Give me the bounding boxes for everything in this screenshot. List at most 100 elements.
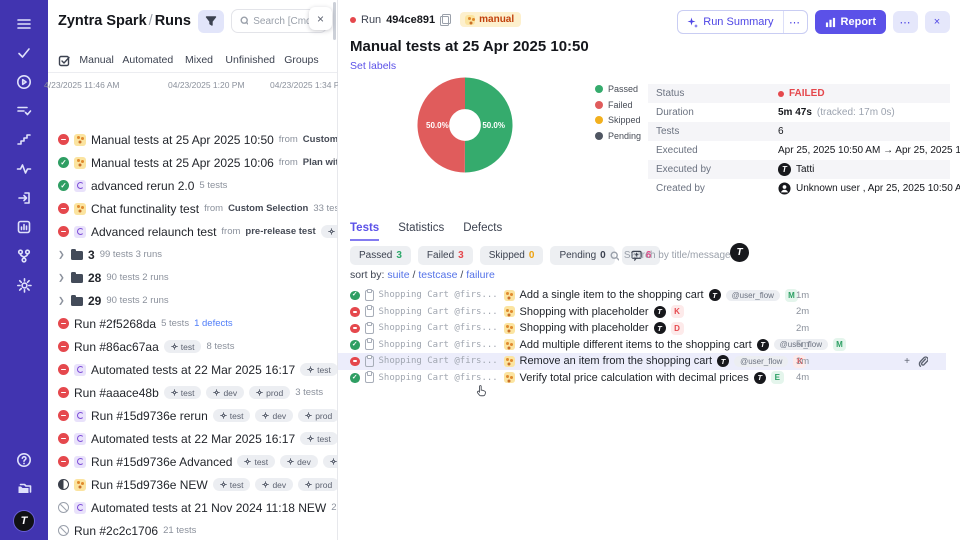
tab-tests[interactable]: Tests — [350, 222, 380, 241]
run-group-row[interactable]: ❯ 3 99 tests 3 runs — [58, 247, 162, 262]
run-row[interactable]: Automated tests at 21 Nov 2024 11:18 NEW… — [48, 496, 337, 519]
run-row[interactable]: Manual tests at 25 Apr 2025 10:06 fromPl… — [48, 151, 337, 174]
test-row[interactable]: Shopping Cart @firs... Shopping with pla… — [338, 320, 946, 337]
test-row[interactable]: Shopping Cart @firs... Shopping with pla… — [338, 304, 946, 321]
env-badge: test — [212, 478, 251, 491]
run-row[interactable]: Automated tests at 22 Mar 2025 16:17 tes… — [48, 427, 337, 450]
user-avatar[interactable]: T — [13, 510, 35, 532]
run-summary-button[interactable]: Run Summary — [678, 16, 782, 28]
failed-status-icon — [58, 226, 69, 237]
folder-icon — [71, 249, 83, 260]
runs-play-icon[interactable] — [10, 68, 38, 96]
chip-failed[interactable]: Failed 3 — [417, 246, 473, 265]
tab-automated[interactable]: Automated — [122, 54, 174, 66]
tab-defects[interactable]: Defects — [463, 222, 503, 234]
assignee-filter-avatar[interactable]: T — [730, 243, 749, 262]
test-cases-icon[interactable] — [10, 97, 38, 125]
testcase-icon — [364, 288, 374, 301]
sort-failure-link[interactable]: failure — [466, 269, 495, 281]
activity-icon[interactable] — [10, 155, 38, 183]
run-group-row[interactable]: ❯ 28 90 tests 2 runs — [58, 270, 169, 285]
timeline-tick: 04/23/2025 1:34 PM — [270, 80, 347, 90]
close-search-button[interactable]: × — [309, 7, 332, 30]
chevron-right-icon[interactable]: ❯ — [58, 250, 65, 259]
scrollbar-thumb[interactable] — [333, 2, 336, 40]
run-row[interactable]: Run #15d9736e Advanced test dev prod 4 t… — [48, 450, 337, 473]
run-row[interactable]: Run #15d9736e NEW test dev prod 5/5 test… — [48, 473, 337, 496]
failed-status-icon — [58, 387, 69, 398]
tests-search[interactable] — [610, 246, 730, 265]
test-row[interactable]: Shopping Cart @firs... Add multiple diff… — [338, 337, 946, 354]
tab-unfinished[interactable]: Unfinished — [225, 54, 276, 66]
person-icon — [778, 182, 791, 195]
add-result-button[interactable]: + — [904, 355, 910, 367]
defects-link[interactable]: 1 defects — [194, 318, 233, 329]
chevron-right-icon[interactable]: ❯ — [58, 296, 65, 305]
env-badge: test — [237, 455, 276, 468]
more-options-button[interactable]: ⋯ — [893, 11, 918, 33]
tab-statistics[interactable]: Statistics — [398, 222, 445, 234]
executed-row: Executed Apr 25, 2025 10:50 AM → Apr 25,… — [656, 145, 960, 156]
run-row[interactable]: Run #86ac67aa test 8 tests — [48, 335, 337, 358]
run-row[interactable]: Manual tests at 25 Apr 2025 10:50 from Cu… — [48, 128, 337, 151]
sort-suite-link[interactable]: suite — [387, 269, 410, 281]
analytics-icon[interactable] — [10, 213, 38, 241]
chevron-right-icon[interactable]: ❯ — [58, 273, 65, 282]
tab-manual[interactable]: Manual — [79, 54, 114, 66]
branches-icon[interactable] — [10, 242, 38, 270]
run-row[interactable]: Run #2f5268da 5 tests 1 defects — [48, 312, 337, 335]
run-summary-more-button[interactable]: ⋯ — [782, 11, 807, 33]
attachment-icon[interactable] — [918, 356, 928, 367]
donut-label-failed: 50.0% — [426, 121, 449, 130]
run-id-bar: Run 494ce891 manual — [350, 12, 522, 27]
chip-passed[interactable]: Passed 3 — [350, 246, 411, 265]
timeline-tick: 04/23/2025 1:20 PM — [168, 80, 245, 90]
run-row[interactable]: Chat functinality test from Custom Select… — [48, 197, 337, 220]
test-row[interactable]: Shopping Cart @firs... Verify total pric… — [338, 370, 946, 387]
menu-icon[interactable] — [10, 10, 38, 38]
runs-search-input[interactable] — [253, 15, 318, 27]
projects-folder-icon[interactable] — [10, 475, 38, 503]
sort-testcase-link[interactable]: testcase — [418, 269, 458, 281]
help-icon[interactable] — [10, 446, 38, 474]
tasks-check-icon[interactable] — [10, 39, 38, 67]
run-row[interactable]: advanced rerun 2.0 5 tests — [48, 174, 337, 197]
close-panel-button[interactable]: × — [925, 11, 950, 33]
run-row[interactable]: Run #aaace48b test dev prod 3 tests — [48, 381, 337, 404]
sign-in-icon[interactable] — [10, 184, 38, 212]
automation-icon — [74, 179, 86, 192]
report-button[interactable]: Report — [814, 10, 886, 34]
run-row[interactable]: Automated tests at 22 Mar 2025 16:17 tes… — [48, 358, 337, 381]
tab-groups[interactable]: Groups — [284, 54, 319, 66]
milestones-icon[interactable] — [10, 126, 38, 154]
test-row-selected[interactable]: Shopping Cart @firs... Remove an item fr… — [338, 353, 946, 370]
breadcrumb-project[interactable]: Zyntra Spark — [58, 13, 147, 29]
filter-button[interactable] — [197, 9, 224, 33]
chip-pending[interactable]: Pending 0 — [550, 246, 615, 265]
failed-status-icon — [58, 433, 69, 444]
tag-user-flow: @user_flow — [773, 339, 829, 351]
settings-gear-icon[interactable] — [10, 271, 38, 299]
copy-icon[interactable] — [440, 13, 452, 26]
test-row[interactable]: Shopping Cart @firs... Add a single item… — [338, 287, 946, 304]
chart-legend: Passed Failed Skipped Pending — [595, 84, 641, 141]
tests-search-input[interactable] — [623, 250, 730, 261]
emoji-icon — [503, 372, 515, 384]
run-row[interactable]: Run #15d9736e rerun test dev prod 5 test… — [48, 404, 337, 427]
avatar: T — [708, 289, 721, 302]
automation-icon — [74, 432, 86, 445]
chip-skipped[interactable]: Skipped 0 — [479, 246, 544, 265]
run-row[interactable]: Advanced relaunch test from pre-release t… — [48, 220, 337, 243]
search-icon — [610, 250, 619, 261]
env-badge: test — [320, 225, 337, 238]
assignee-badge: E — [770, 371, 784, 385]
run-group-row[interactable]: ❯ 29 90 tests 2 runs — [58, 293, 169, 308]
set-labels-link[interactable]: Set labels — [350, 60, 397, 72]
select-all-icon[interactable] — [58, 54, 71, 67]
sort-bar: sort by: suite / testcase / failure — [350, 269, 495, 281]
automation-icon — [74, 409, 86, 422]
tab-mixed[interactable]: Mixed — [185, 54, 214, 66]
avatar: T — [717, 355, 730, 368]
run-row[interactable]: Run #2c2c1706 21 tests — [48, 519, 337, 540]
failed-status-icon — [58, 341, 69, 352]
